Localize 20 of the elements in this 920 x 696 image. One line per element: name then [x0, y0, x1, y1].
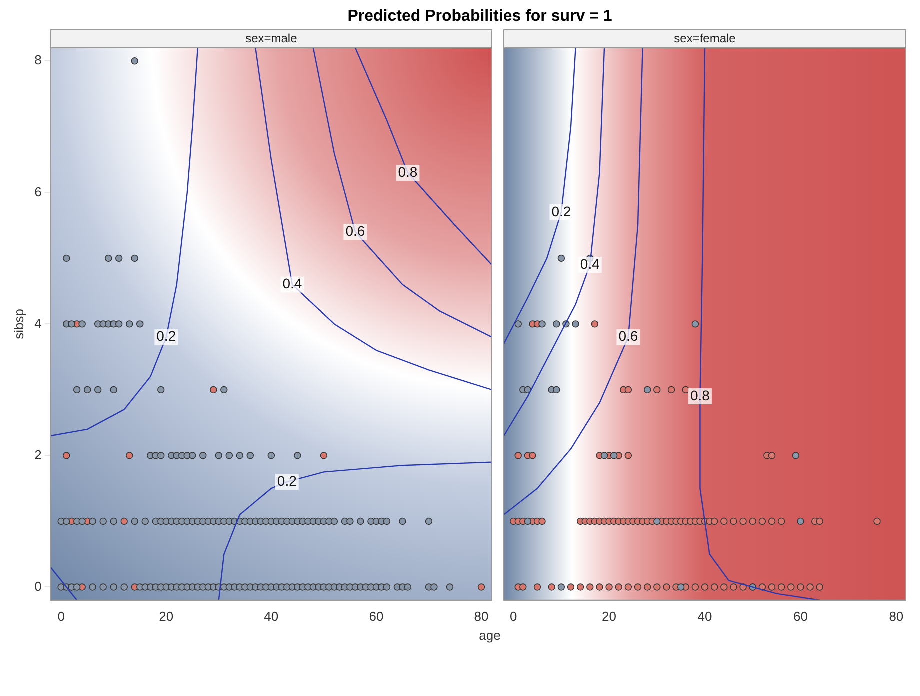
y-tick-label: 4 [34, 316, 42, 331]
chart-title: Predicted Probabilities for surv = 1 [346, 8, 614, 26]
chart-subtitle: sex=female [674, 31, 736, 46]
y-tick-label: 8 [34, 52, 42, 68]
x-tick-label: 20 [602, 608, 617, 624]
y-tick-label: 6 [34, 184, 42, 200]
x-tick-label: 80 [474, 608, 489, 624]
y-axis-title: sibsp [11, 309, 26, 340]
x-tick-label: 40 [264, 608, 279, 624]
x-tick-label: 80 [889, 608, 904, 624]
x-tick-label: 60 [793, 608, 808, 624]
chart-subtitle: sex=male [246, 31, 298, 46]
x-tick-label: 60 [369, 608, 384, 624]
x-axis-title: age [478, 628, 502, 643]
y-tick-label: 0 [34, 578, 42, 594]
x-tick-label: 20 [159, 608, 174, 624]
x-tick-label: 0 [510, 608, 518, 624]
x-tick-label: 0 [58, 608, 65, 624]
y-tick-label: 2 [34, 447, 42, 462]
x-tick-label: 40 [698, 608, 712, 624]
